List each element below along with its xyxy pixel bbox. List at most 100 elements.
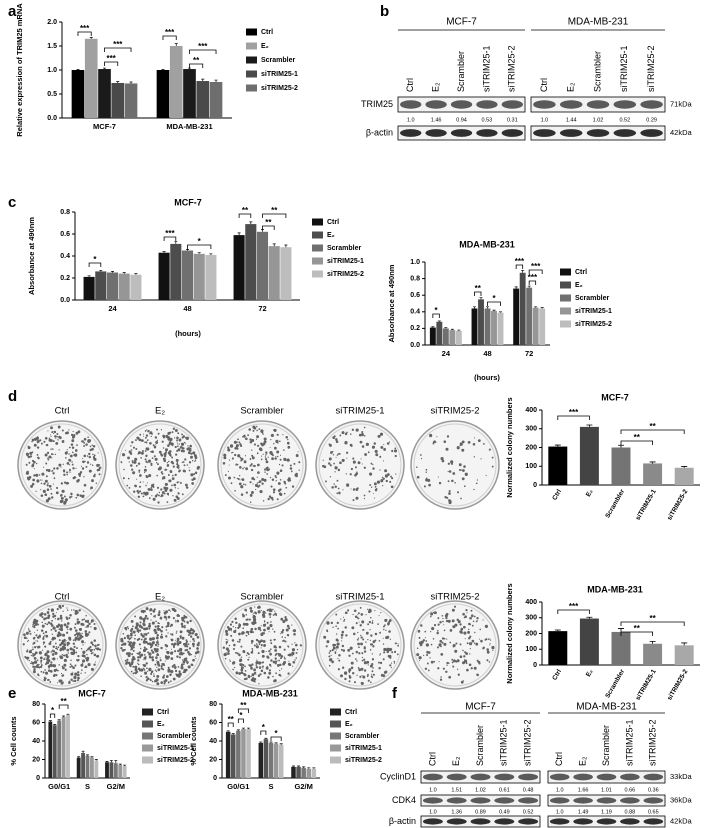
band-quantification: 1.02	[475, 787, 486, 793]
bar	[94, 760, 99, 778]
blot-band	[640, 129, 663, 137]
significance-label: **	[228, 715, 235, 724]
culture-dish-rim	[20, 603, 104, 687]
significance-bracket	[262, 225, 275, 230]
legend-label: siTRIM25-1	[345, 745, 382, 752]
blot-kda-label: 42kDa	[670, 128, 693, 137]
y-tick-label: 0.4	[410, 309, 420, 316]
blot-band	[450, 129, 473, 137]
x-tick-label: G2/M	[294, 782, 312, 791]
bar	[156, 70, 170, 118]
significance-label: **	[634, 624, 641, 633]
colonies	[120, 607, 200, 686]
x-tick-label: 72	[525, 349, 533, 358]
blot-band	[643, 818, 664, 825]
error-bar	[66, 713, 70, 716]
band-quantification: 1.44	[566, 117, 577, 123]
blot-band	[533, 100, 556, 109]
error-bar	[540, 307, 544, 309]
bar	[246, 728, 251, 778]
y-axis-label: % Cell counts	[189, 716, 198, 765]
band-quantification: 1.0	[556, 809, 564, 815]
y-tick-label: 0	[213, 775, 217, 782]
bar	[105, 762, 109, 778]
band-quantification: 0.66	[625, 787, 636, 793]
x-tick-label: E₂	[585, 668, 595, 678]
bar	[519, 272, 526, 345]
bar	[273, 743, 279, 778]
legend-swatch	[142, 720, 153, 728]
legend-label: Ctrl	[345, 709, 357, 716]
y-tick-label: 200	[525, 444, 537, 451]
bar	[113, 763, 118, 778]
blot-band	[613, 129, 637, 137]
legend-swatch	[246, 84, 257, 92]
error-bar	[123, 764, 127, 766]
significance-bracket	[620, 631, 653, 636]
panel-label: f	[392, 685, 398, 702]
error-bar	[279, 743, 283, 745]
blot-band	[620, 818, 640, 825]
error-bar	[231, 733, 235, 735]
error-bar	[209, 253, 213, 255]
band-quantification: 0.49	[499, 809, 510, 815]
blot-band	[573, 797, 593, 804]
legend-label: Ctrl	[261, 29, 273, 36]
bar	[122, 765, 127, 778]
error-bar	[116, 81, 120, 83]
legend-label: Scrambler	[261, 57, 296, 64]
x-tick-label: 24	[442, 349, 451, 358]
blot-band	[573, 773, 593, 781]
legend-swatch	[330, 756, 341, 764]
y-tick-label: 40	[32, 738, 40, 745]
error-bar	[247, 727, 251, 729]
band-quantification: 0.48	[523, 787, 534, 793]
chart-title: MDA-MB-231	[587, 584, 643, 594]
error-bar	[307, 767, 311, 769]
lane-label: E₂	[566, 82, 576, 92]
legend-label: siTRIM25-2	[575, 321, 612, 328]
legend-swatch	[560, 268, 571, 276]
significance-bracket	[557, 415, 590, 420]
y-tick-label: 100	[525, 646, 537, 653]
lane-label: Ctrl	[539, 78, 549, 92]
blot-band	[596, 773, 617, 781]
band-quantification: 0.29	[646, 117, 657, 123]
legend-swatch	[312, 218, 323, 226]
bar	[258, 742, 264, 778]
colonies	[222, 605, 303, 685]
y-axis-label: Absorbance at 490nm	[27, 217, 36, 295]
colonies	[323, 606, 400, 685]
band-quantification: 0.31	[507, 117, 518, 123]
legend-label: Ctrl	[575, 269, 587, 276]
y-tick-label: 1.0	[410, 259, 420, 266]
blot-kda-label: 36kDa	[670, 795, 693, 804]
y-tick-label: 0.0	[60, 297, 70, 304]
error-bar	[431, 326, 435, 328]
lane-label: Ctrl	[554, 752, 564, 766]
y-tick-label: 20	[32, 756, 40, 763]
band-quantification: 0.89	[475, 809, 486, 815]
error-bar	[89, 37, 93, 39]
error-bar	[499, 311, 502, 313]
bar	[183, 69, 196, 118]
chart-title: MDA-MB-231	[459, 239, 515, 249]
band-quantification: 1.0	[429, 787, 437, 793]
error-bar	[111, 271, 114, 273]
error-bar	[554, 444, 561, 447]
legend-swatch	[560, 281, 571, 289]
x-tick-label: S	[268, 782, 273, 791]
y-tick-label: 80	[32, 701, 40, 708]
significance-bracket	[515, 264, 524, 269]
bar	[532, 307, 539, 345]
significance-label: **	[265, 218, 272, 227]
bar	[478, 299, 484, 345]
lane-label: Ctrl	[405, 78, 415, 92]
error-bar	[174, 241, 178, 244]
significance-bracket	[474, 291, 482, 296]
blot-group-label: MDA-MB-231	[568, 17, 629, 28]
colony-label: E₂	[155, 592, 165, 603]
bar	[106, 272, 119, 300]
bar	[484, 308, 491, 345]
